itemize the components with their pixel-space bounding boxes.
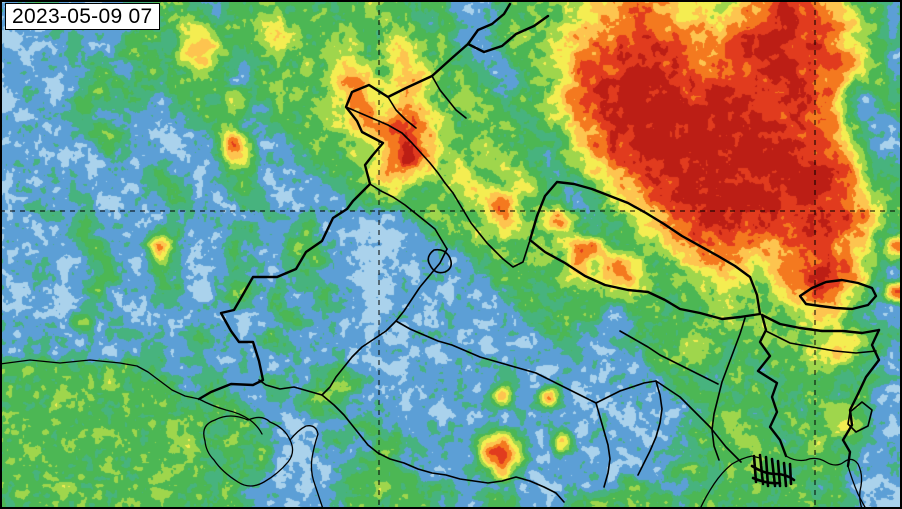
coastline-path — [0, 359, 200, 400]
national-border-path — [841, 328, 881, 468]
coastline-path — [699, 455, 761, 509]
coastline-path — [289, 425, 324, 509]
national-border-path — [197, 42, 470, 401]
state-border-path — [258, 379, 323, 396]
national-border-path — [756, 313, 788, 458]
delta-rivers-path — [750, 464, 796, 485]
timestamp-label: 2023-05-09 07 — [5, 3, 160, 30]
state-border-path — [321, 394, 565, 503]
state-border-path — [847, 401, 873, 433]
national-border-path — [466, 2, 512, 46]
state-border-path — [427, 248, 452, 274]
state-border-path — [595, 402, 611, 488]
state-border-path — [711, 317, 746, 461]
state-border-path — [765, 330, 877, 354]
state-border-path — [395, 320, 597, 404]
national-border-path — [760, 313, 881, 335]
state-border-path — [321, 248, 448, 396]
coastline-path — [198, 398, 263, 435]
national-border-path — [528, 180, 762, 321]
state-border-path — [637, 380, 663, 476]
state-border-path — [431, 75, 467, 119]
state-border-path — [345, 106, 446, 184]
national-border-path — [466, 14, 550, 54]
national-border-path — [798, 278, 878, 311]
state-border-path — [619, 330, 719, 385]
state-border-path — [369, 183, 448, 250]
coastline-path — [847, 465, 867, 509]
coastline-path — [203, 415, 294, 487]
state-border-path — [387, 96, 417, 129]
state-border-path — [595, 380, 742, 463]
coastline-path — [785, 455, 863, 509]
state-border-path — [444, 182, 531, 268]
